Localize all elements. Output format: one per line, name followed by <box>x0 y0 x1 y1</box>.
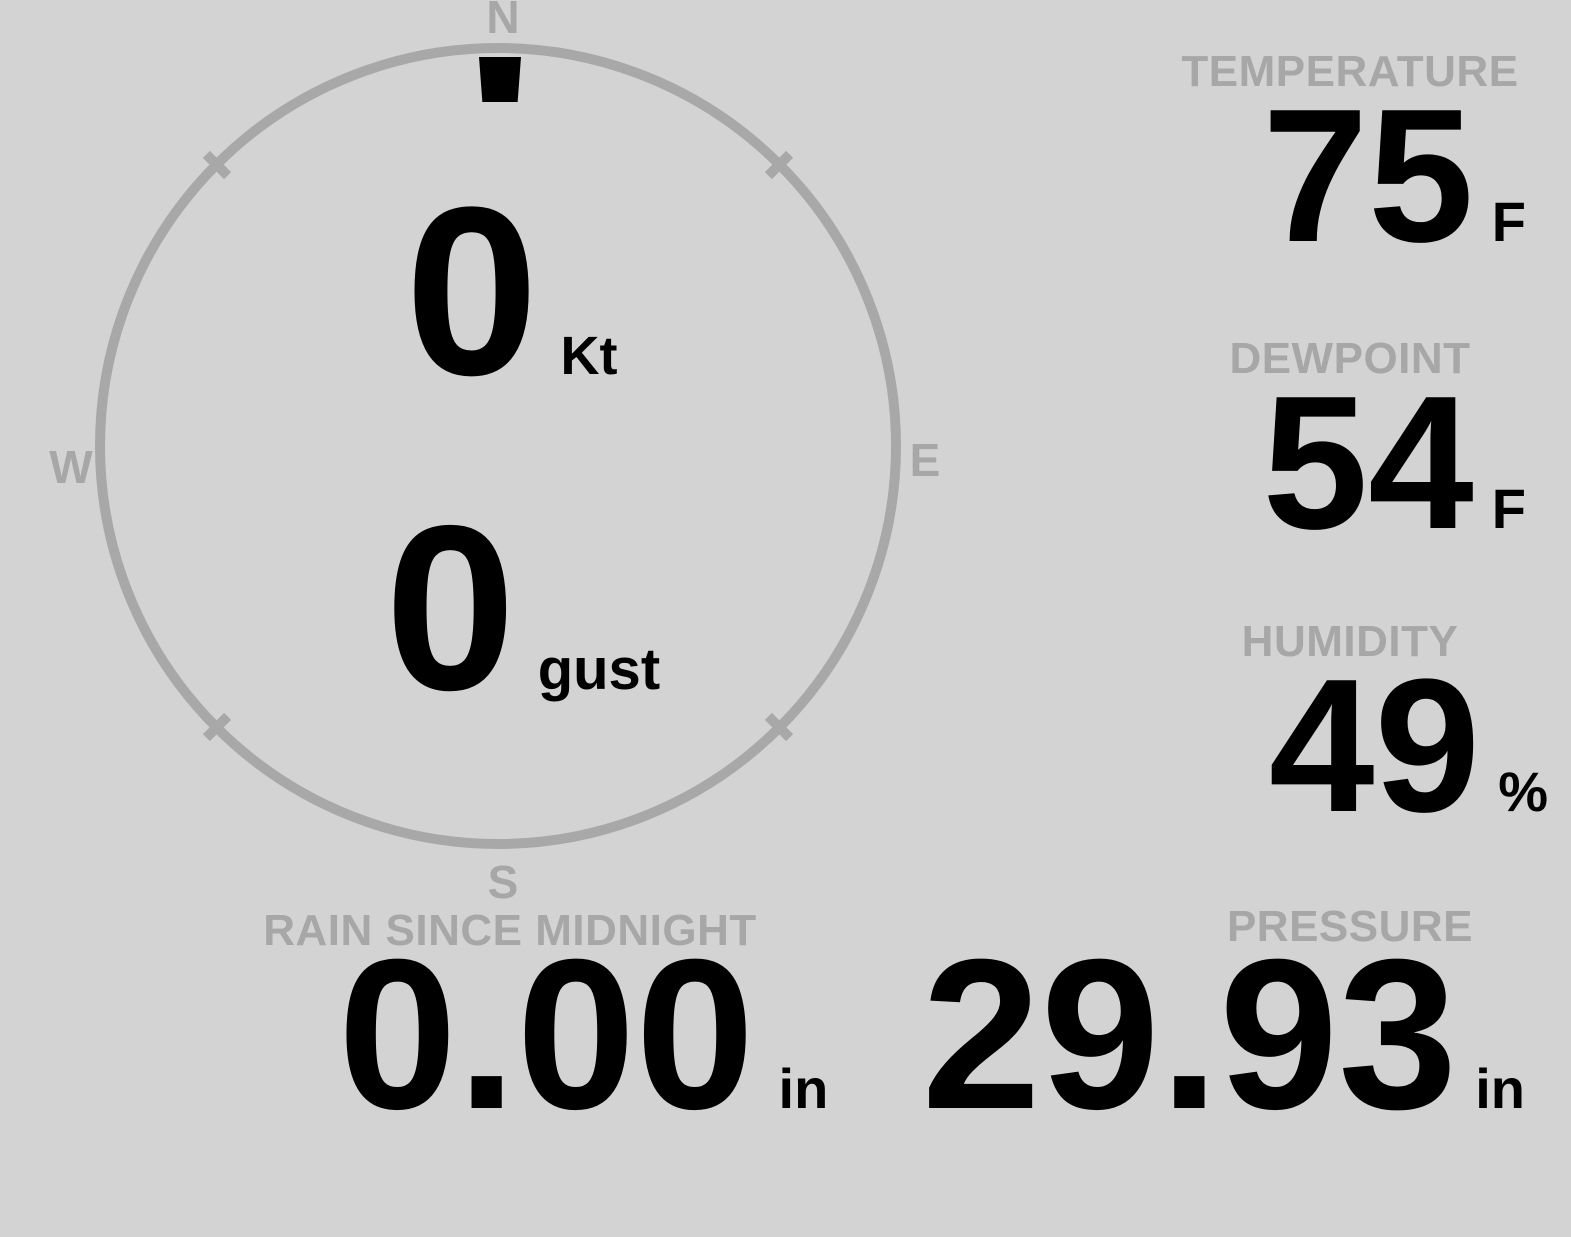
wind-direction-marker-icon <box>479 57 521 102</box>
dewpoint-label: DEWPOINT <box>1229 334 1471 383</box>
wind-gust: 0 gust <box>385 490 660 725</box>
pressure-value: 29.93 <box>921 915 1458 1154</box>
humidity-unit: % <box>1498 760 1548 823</box>
temperature-reading: 75 F <box>1262 81 1526 271</box>
temperature-value: 75 <box>1262 70 1474 282</box>
dewpoint-value: 54 <box>1262 357 1474 569</box>
humidity-reading: 49 % <box>1269 651 1548 841</box>
wind-speed-value: 0 <box>405 157 539 425</box>
rain-since-midnight-reading: 0.00 in <box>338 928 828 1142</box>
humidity-value: 49 <box>1268 640 1481 852</box>
wind-speed-unit: Kt <box>560 326 618 386</box>
pressure-label: PRESSURE <box>1226 902 1474 951</box>
cardinal-label-north: N <box>486 0 520 43</box>
cardinal-label-east: E <box>909 434 941 486</box>
cardinal-label-south: S <box>487 856 519 908</box>
compass-dial-circle <box>95 43 901 849</box>
temperature-label: TEMPERATURE <box>1181 47 1519 96</box>
rain-since-midnight-value: 0.00 <box>338 915 755 1154</box>
cardinal-label-west: W <box>49 441 93 493</box>
wind-speed: 0 Kt <box>405 171 617 411</box>
rain-since-midnight-label: RAIN SINCE MIDNIGHT <box>263 906 757 955</box>
pressure-unit: in <box>1475 1057 1525 1120</box>
dewpoint-reading: 54 F <box>1262 368 1526 558</box>
wind-gust-unit: gust <box>537 637 661 702</box>
dewpoint-unit: F <box>1491 477 1526 540</box>
rain-since-midnight-unit: in <box>778 1057 829 1120</box>
humidity-label: HUMIDITY <box>1241 617 1459 666</box>
pressure-reading: 29.93 in <box>922 928 1525 1142</box>
temperature-unit: F <box>1491 190 1526 253</box>
wind-gust-value: 0 <box>385 476 516 739</box>
